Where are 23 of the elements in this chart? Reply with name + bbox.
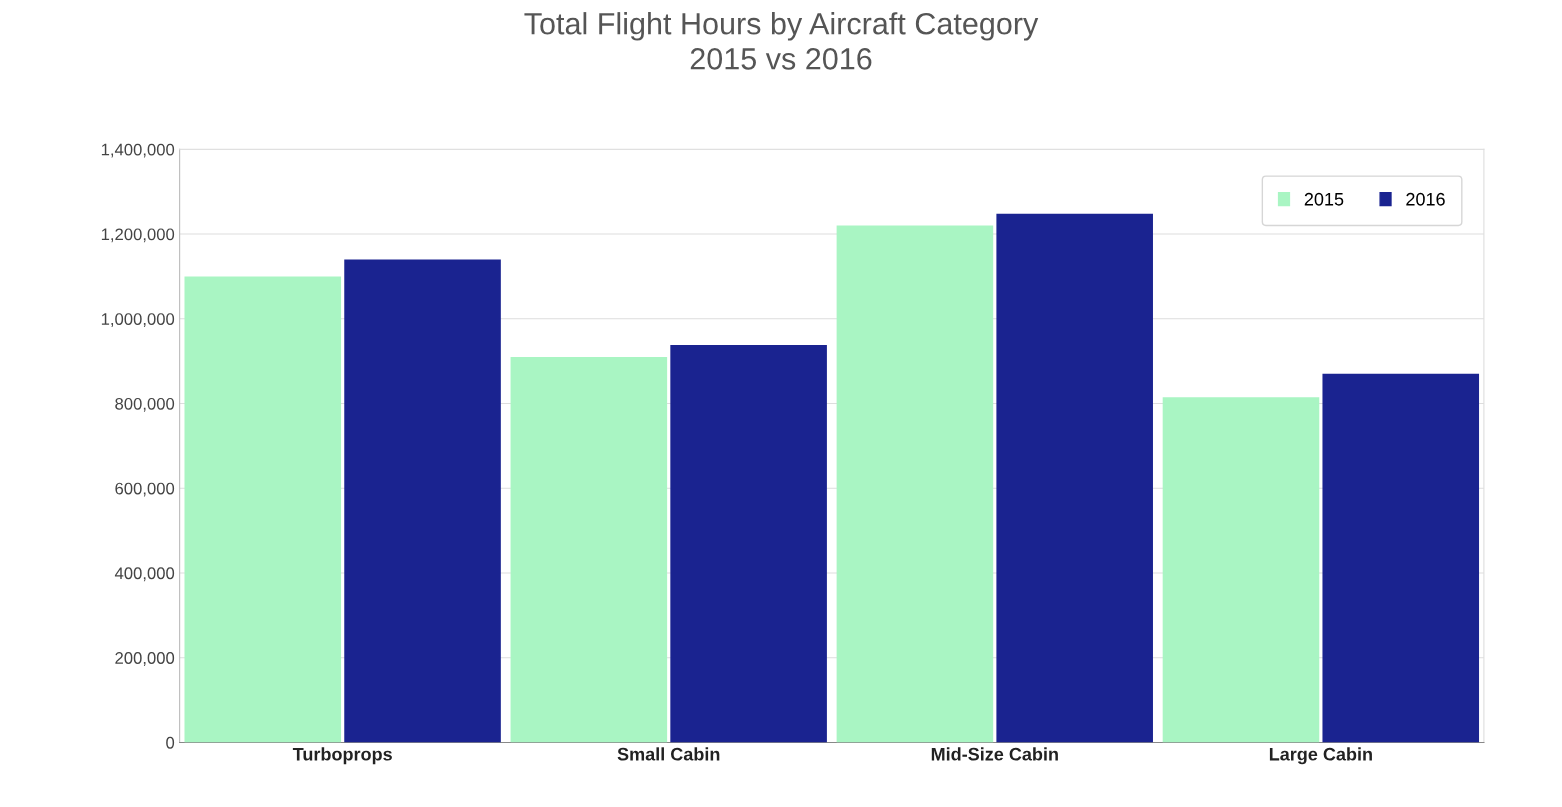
y-tick-label: 1,400,000 [101, 143, 175, 158]
bar [344, 259, 501, 743]
y-tick-label: 200,000 [115, 652, 175, 666]
y-tick-label: 400,000 [114, 567, 175, 582]
bar [510, 356, 668, 743]
y-tick-label: 1,000,000 [101, 313, 175, 327]
legend-label: 2016 [1406, 192, 1445, 206]
x-tick-label: Small Cabin [617, 747, 720, 761]
chart-title: Total Flight Hours by Aircraft Category 2015 vs 2016 [524, 12, 1039, 70]
x-tick-label: Large Cabin [1269, 747, 1372, 765]
bar [670, 345, 827, 743]
y-tick-label: 0 [166, 736, 175, 749]
y-tick-label: 1,200,000 [101, 228, 175, 243]
x-tick-label: Mid-Size Cabin [931, 747, 1058, 761]
bar [836, 225, 994, 743]
y-tick-label: 800,000 [115, 397, 175, 412]
legend-label: 2015 [1304, 192, 1344, 206]
y-tick-label: 600,000 [115, 482, 175, 497]
bar [996, 213, 1153, 743]
bar [1162, 397, 1320, 743]
bar [1322, 373, 1480, 743]
bar [184, 276, 342, 743]
x-tick-label: Turboprops [292, 747, 392, 765]
